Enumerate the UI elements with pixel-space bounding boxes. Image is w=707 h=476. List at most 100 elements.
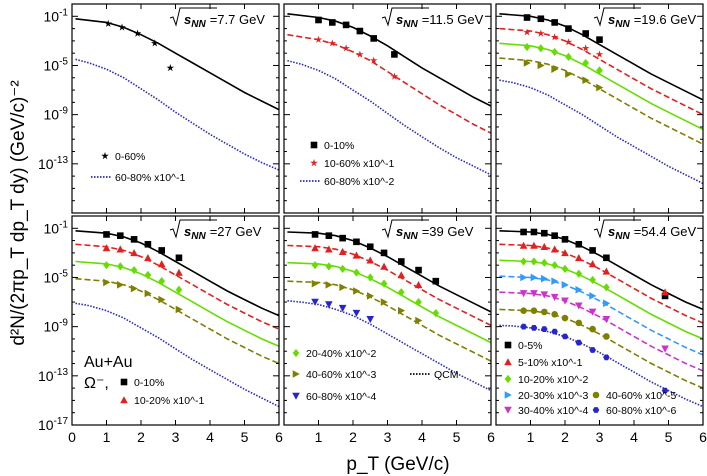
data-point [541,258,548,267]
sqrt-symbol [381,219,429,239]
data-point [537,61,545,70]
data-point [661,292,669,300]
data-point [390,72,399,80]
sqrt-sub: NN [403,231,418,242]
data-point [415,266,422,274]
sqrt-s: s [396,224,403,239]
sqrt-s: s [608,224,615,239]
legend-item: 0-10% [310,140,354,152]
series-0-10- [287,231,491,313]
y-tick-base: 10 [44,220,60,236]
data-point [130,236,138,243]
data-point [582,30,589,37]
data-point [589,292,597,300]
data-point [339,283,347,292]
data-point [561,249,569,257]
data-point [661,387,669,394]
energy-value: =19.6 GeV [634,12,697,27]
model-curve [499,324,703,408]
y-tick-exp: -13 [54,367,69,378]
data-point [596,66,603,75]
data-point [144,254,152,262]
legend-label: 60-80% x10^-1 [115,172,185,184]
data-point [352,251,361,259]
series-10-20-x10-1 [75,243,279,330]
energy-value: =7.7 GeV [210,12,266,27]
data-point [523,59,531,67]
data-point [551,277,559,285]
y-tick-exp: -9 [59,106,68,117]
series-30-40-x10-4 [499,290,703,372]
sqrt-s: s [184,224,191,239]
data-point [541,308,548,316]
panel-plot-area [75,230,279,408]
data-point [339,234,346,242]
x-tick-label: 6 [699,429,707,445]
data-point [565,25,572,32]
legend-item: 60-80% x10^-4 [292,391,376,403]
series-0-10- [287,13,491,107]
x-axis-label: p_T (GeV/c) [346,454,449,475]
data-point [520,323,527,330]
legend-item: 0-5% [504,340,543,352]
model-curve [499,230,703,311]
collision-label: Au+Au [84,354,132,371]
x-tick-label: 5 [241,429,249,445]
sqrt-symbol [169,219,217,239]
data-point [661,288,669,296]
data-point [575,339,583,346]
energy-label: sNN =19.6 GeV [608,12,697,30]
series-5-10-x10-1 [499,241,703,324]
data-point [540,242,549,251]
y-tick-base: 10 [44,269,60,285]
series-60-80-x10-4 [287,298,491,392]
legend-item: 60-80% x10^-2 [300,176,394,188]
data-point [551,19,558,26]
data-point [398,258,405,265]
data-point [328,39,337,47]
legend-label: 20-40% x10^-2 [306,348,376,360]
y-tick-exp: -1 [59,7,68,18]
data-point [551,65,559,73]
x-tick-label: 2 [561,429,569,445]
panel-19p6: sNN =19.6 GeV [495,3,704,214]
data-point [523,42,531,52]
legend-label: 10-20% x10^-2 [518,374,588,386]
data-point [157,260,166,268]
x-tick-label: 4 [206,429,214,445]
data-point [339,264,346,273]
series-0-10- [75,230,279,317]
legend-item: 20-40% x10^-2 [292,348,376,360]
data-point [366,256,375,264]
data-point [311,244,319,252]
data-point [366,243,374,251]
data-point [130,249,138,257]
legend-label: 5-10% x10^-1 [518,357,583,369]
data-point [314,35,323,43]
data-point [561,264,569,273]
data-point [175,285,183,294]
series-40-60-x10-3 [287,279,491,362]
panel-plot-area [75,18,279,171]
data-point [117,232,124,239]
data-point [575,302,583,310]
model-curve [499,79,703,185]
sqrt-s: s [608,12,615,27]
data-point [530,228,538,236]
legend-label: 10-20% x10^-1 [134,395,204,407]
data-point [595,50,604,58]
sqrt-sub: NN [191,231,206,242]
x-tick-label: 1 [103,429,111,445]
y-tick-label: 10-17 [38,416,68,433]
data-point [117,281,125,289]
data-point [537,15,545,23]
legend-label: 20-30% x10^-3 [518,390,588,402]
data-point [561,297,569,305]
data-point [353,238,360,246]
y-tick-label: 10-13 [38,155,68,172]
y-tick-exp: -1 [59,219,68,230]
legend-marker [504,391,512,399]
data-point [325,301,333,309]
